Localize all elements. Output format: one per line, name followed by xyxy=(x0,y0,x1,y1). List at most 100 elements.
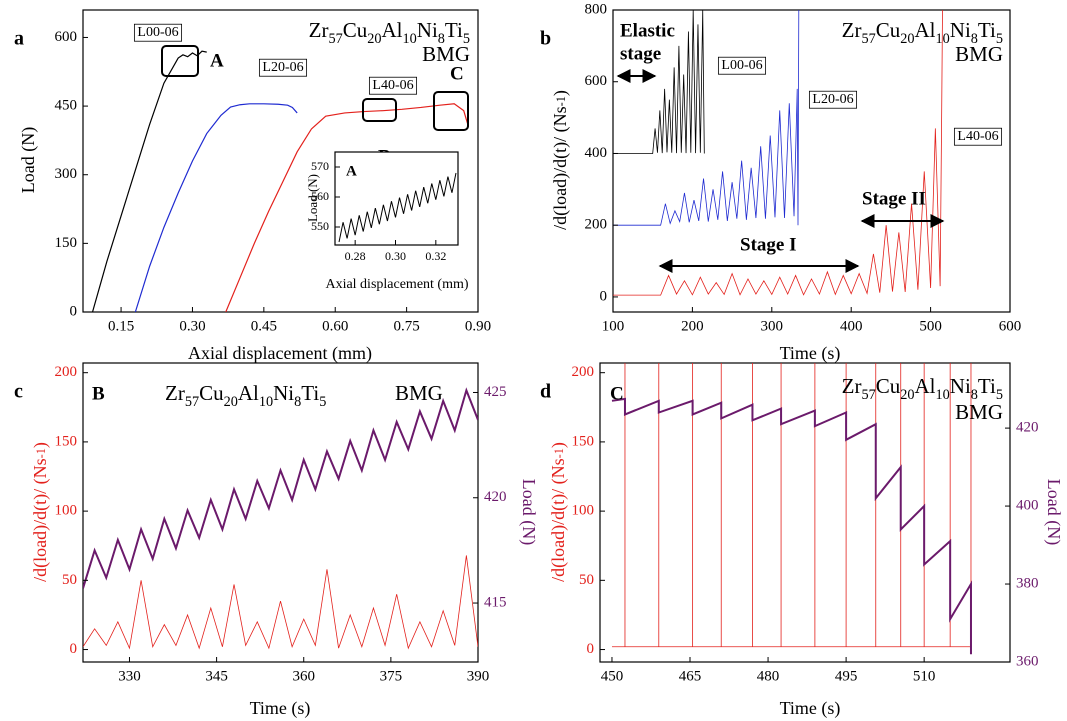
text-part: Zr xyxy=(842,374,862,398)
y-tick-label: 600 xyxy=(585,73,608,89)
x-axis-label: Axial displacement (mm) xyxy=(188,343,372,364)
x-tick-label: 100 xyxy=(602,318,625,334)
label-box xyxy=(808,90,858,109)
y-tick-label: 0 xyxy=(70,303,78,319)
text-part: 10 xyxy=(936,387,950,403)
text-part: Cu xyxy=(876,18,901,42)
x-tick-label: 375 xyxy=(380,668,403,684)
text-part: 5 xyxy=(996,387,1003,403)
text-part: 20 xyxy=(900,31,914,47)
x-tick-label: 510 xyxy=(913,668,936,684)
panel-letter: d xyxy=(540,381,551,403)
text-part: Al xyxy=(915,374,936,398)
text-part: 8 xyxy=(971,31,978,47)
y-tick-label: 450 xyxy=(55,98,78,114)
annotation: A xyxy=(346,163,357,179)
y-tick-label: 100 xyxy=(572,503,595,519)
text-part: Al xyxy=(238,381,259,405)
annotation: Elastic xyxy=(620,20,675,41)
label-box xyxy=(133,23,183,42)
x-tick-label: 400 xyxy=(840,318,863,334)
region-box xyxy=(433,91,469,131)
text-part: 20 xyxy=(367,31,381,47)
series-line xyxy=(338,172,457,243)
text-part: /d(load)/d(t)/ (Ns xyxy=(548,458,569,581)
x-tick-label: 390 xyxy=(467,668,490,684)
region-box xyxy=(161,45,199,77)
x-tick-label: 300 xyxy=(761,318,784,334)
y2-tick-label: 415 xyxy=(484,594,507,610)
annotation: C xyxy=(610,383,624,404)
text-part: Zr xyxy=(165,381,185,405)
y-axis-label: Load (N) xyxy=(305,174,320,222)
plot-frame xyxy=(334,151,459,246)
y-tick-label: 200 xyxy=(572,364,595,380)
region-box xyxy=(362,98,397,122)
y-tick-label: 150 xyxy=(55,235,78,251)
x-tick-label: 0.28 xyxy=(345,249,366,263)
x-axis-label: Time (s) xyxy=(780,698,841,719)
x-tick-label: 0.32 xyxy=(425,249,446,263)
label-box xyxy=(368,76,418,95)
series-label: L20-06 xyxy=(812,92,853,107)
x-tick-label: 200 xyxy=(681,318,704,334)
text-part: Cu xyxy=(343,18,368,42)
series-label: L40-06 xyxy=(372,78,413,93)
annotation: Stage II xyxy=(862,188,926,209)
text-part: 57 xyxy=(861,31,875,47)
x-tick-label: 0.60 xyxy=(322,318,348,334)
text-part: Al xyxy=(915,18,936,42)
y-tick-label: 600 xyxy=(55,29,78,45)
text-part: 20 xyxy=(224,394,238,410)
x-axis-label: Time (s) xyxy=(250,698,311,719)
annotation: stage xyxy=(620,43,661,64)
y-tick-label: 300 xyxy=(55,166,78,182)
text-part: Cu xyxy=(199,381,224,405)
x-tick-label: 360 xyxy=(292,668,315,684)
plot-frame xyxy=(599,362,1011,663)
y-axis-label: /d(load)/d(t)/ (Ns-1) xyxy=(30,442,51,582)
x-axis-label: Time (s) xyxy=(780,343,841,364)
series-line xyxy=(611,363,972,648)
x-tick-label: 0.30 xyxy=(179,318,205,334)
text-part: 10 xyxy=(936,31,950,47)
text-part: Cu xyxy=(876,374,901,398)
x-tick-label: 330 xyxy=(118,668,141,684)
x-tick-label: 450 xyxy=(601,668,624,684)
series-line xyxy=(83,387,478,589)
x-tick-label: 495 xyxy=(835,668,858,684)
label-box xyxy=(258,58,308,77)
text-part: -1 xyxy=(552,448,566,458)
text-part: Ti xyxy=(445,18,463,42)
series-line xyxy=(134,103,298,312)
text-part: Ti xyxy=(978,374,996,398)
text-part: Zr xyxy=(309,18,329,42)
text-part: ) xyxy=(550,90,571,96)
annotation: A xyxy=(210,50,224,71)
y2-tick-label: 400 xyxy=(1016,498,1039,514)
text-part: 57 xyxy=(861,387,875,403)
y-tick-label: 0 xyxy=(600,288,608,304)
text-part: 8 xyxy=(971,387,978,403)
x-tick-label: 500 xyxy=(919,318,942,334)
text-part: 8 xyxy=(294,394,301,410)
y2-tick-label: 420 xyxy=(484,489,507,505)
annotation: Stage I xyxy=(740,234,796,255)
text-part: 5 xyxy=(996,31,1003,47)
text-part: 20 xyxy=(900,387,914,403)
panel-letter: c xyxy=(14,381,23,403)
y-tick-label: 0 xyxy=(587,641,595,657)
plot-frame xyxy=(612,9,1011,313)
text-part: 5 xyxy=(463,31,470,47)
material-label: BMG xyxy=(395,381,443,405)
text-part: ) xyxy=(548,442,569,448)
text-part: Ni xyxy=(950,374,971,398)
text-part: Ni xyxy=(417,18,438,42)
y-tick-label: 200 xyxy=(585,217,608,233)
y2-tick-label: 360 xyxy=(1016,653,1039,669)
series-line xyxy=(225,103,470,312)
y-tick-label: 150 xyxy=(55,433,78,449)
plot-frame xyxy=(82,9,479,313)
series-label: L20-06 xyxy=(262,60,303,75)
